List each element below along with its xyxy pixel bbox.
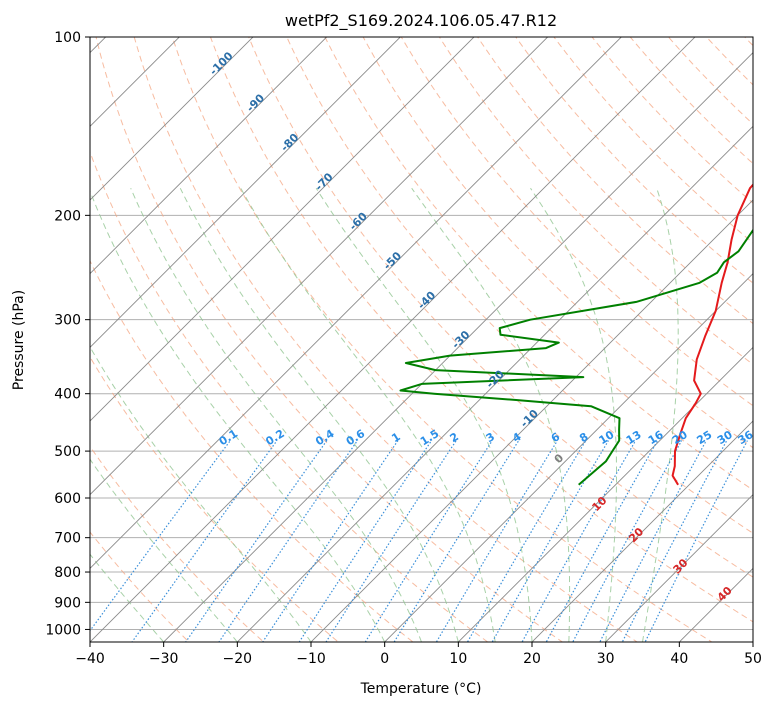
dry-adiabat: [248, 37, 753, 578]
chart-title: wetPf2_S169.2024.106.05.47.R12: [285, 11, 557, 31]
mixing-ratio-line: [435, 440, 558, 642]
isotherm-line: [90, 37, 549, 496]
dry-adiabat: [438, 37, 753, 366]
x-tick-label: 40: [670, 651, 688, 667]
dry-adiabat: [362, 37, 753, 449]
mixing-ratio-label: 36: [736, 428, 756, 447]
y-tick-label: 400: [54, 387, 81, 403]
moist-adiabat: [315, 187, 533, 642]
y-tick-label: 900: [54, 595, 81, 611]
isotherm-line: [384, 273, 753, 642]
isotherm-line: [90, 37, 401, 348]
dry-adiabat: [477, 37, 753, 325]
y-tick-label: 800: [54, 565, 81, 581]
dry-adiabat: [90, 445, 265, 642]
isotherm-line: [90, 37, 622, 569]
y-tick-label: 600: [54, 491, 81, 507]
mixing-ratio-line: [491, 440, 609, 642]
mixing-ratio-line: [521, 440, 637, 642]
moist-adiabat: [90, 458, 238, 642]
isotherm-line: [310, 199, 753, 642]
y-tick-label: 1000: [45, 622, 81, 638]
x-tick-label: 30: [597, 651, 615, 667]
mixing-ratio-line: [262, 440, 399, 642]
mixing-ratio-line: [90, 440, 231, 632]
moist-adiabat: [90, 553, 165, 642]
isotherm-line: [90, 37, 696, 642]
x-axis-label: Temperature (°C): [360, 681, 482, 697]
dry-adiabat: [90, 150, 489, 642]
dry-adiabat: [95, 37, 564, 642]
y-tick-label: 200: [54, 208, 81, 224]
isotherm-line: [90, 37, 328, 275]
dry-adiabat: [629, 37, 753, 165]
isotherm-line: [457, 346, 753, 642]
dry-adiabat: [90, 259, 414, 642]
mixing-ratio-line: [644, 440, 748, 642]
moist-adiabat: [411, 187, 571, 642]
plot-area: 0.1 0.2 0.4 0.6 1 1.5 2 3 4 6 8 10 13 16 20 25 30 36-100-…: [90, 37, 756, 642]
x-tick-label: 50: [744, 651, 762, 667]
mixing-ratio-line: [621, 440, 728, 642]
mixing-ratio-line: [298, 440, 432, 642]
dry-adiabat: [324, 37, 753, 491]
moist-adiabat: [530, 187, 617, 642]
moist-adiabat: [179, 187, 459, 642]
mixing-ratio-line: [325, 440, 457, 642]
isotherm-line: [605, 494, 753, 642]
dry-adiabat: [133, 37, 638, 642]
x-tick-label: −30: [149, 651, 179, 667]
moist-adiabat: [130, 187, 422, 642]
y-tick-label: 700: [54, 531, 81, 547]
plot-frame: [89, 36, 754, 643]
x-tick-label: 10: [449, 651, 467, 667]
isotherm-line: [90, 37, 254, 201]
y-tick-label: 500: [54, 444, 81, 460]
mixing-ratio-line: [599, 440, 707, 642]
isotherm-line: [236, 125, 753, 642]
mixing-ratio-line: [466, 440, 587, 642]
y-tick-label: 300: [54, 313, 81, 329]
isotherm-line: [531, 420, 753, 642]
x-tick-label: −40: [75, 651, 105, 667]
mixing-ratio-line: [185, 440, 328, 642]
moist-adiabat: [642, 188, 679, 642]
x-tick-label: −20: [223, 651, 253, 667]
mixing-ratio-line: [218, 440, 358, 642]
isotherm-line: [90, 37, 475, 422]
temperature-profile-line: [671, 183, 753, 486]
x-tick-label: 20: [523, 651, 541, 667]
isotherm-line: [163, 52, 753, 642]
dry-adiabat: [667, 37, 753, 125]
y-tick-label: 100: [54, 30, 81, 46]
dry-adiabat: [171, 37, 713, 642]
moist-adiabat: [240, 187, 496, 642]
x-tick-label: −10: [296, 651, 326, 667]
isotherm-line: [90, 37, 180, 127]
moist-adiabat: [90, 189, 386, 642]
dewpoint-profile-line: [399, 228, 753, 486]
y-axis-label: Pressure (hPa): [11, 290, 27, 390]
x-tick-label: 0: [380, 651, 389, 667]
